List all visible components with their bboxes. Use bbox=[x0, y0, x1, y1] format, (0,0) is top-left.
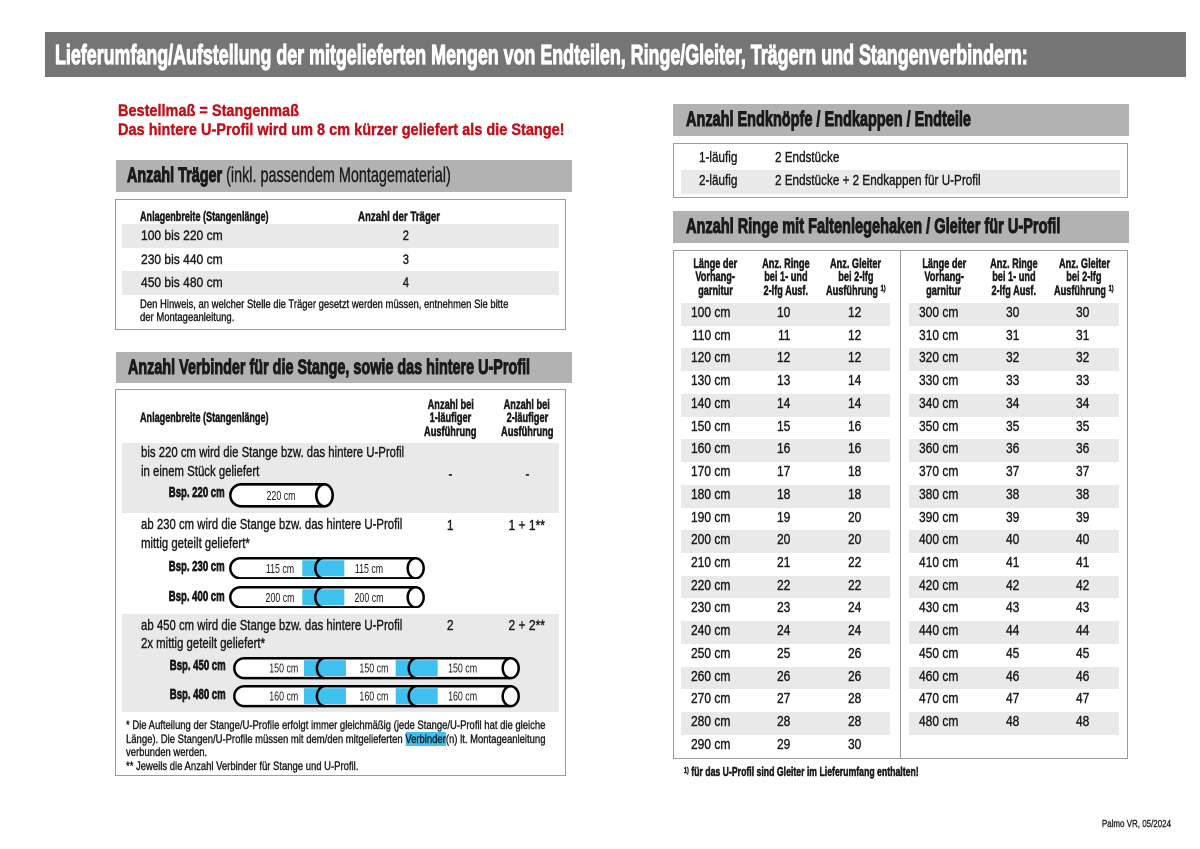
svg-text:200 cm: 200 cm bbox=[355, 591, 384, 605]
svg-text:160 cm: 160 cm bbox=[269, 690, 298, 704]
svg-text:115 cm: 115 cm bbox=[355, 562, 383, 576]
svg-text:150 cm: 150 cm bbox=[359, 663, 388, 677]
svg-text:200 cm: 200 cm bbox=[266, 591, 295, 605]
svg-text:220 cm: 220 cm bbox=[267, 489, 296, 503]
svg-text:115 cm: 115 cm bbox=[266, 562, 294, 576]
svg-text:150 cm: 150 cm bbox=[269, 663, 298, 677]
svg-text:160 cm: 160 cm bbox=[359, 690, 388, 704]
svg-text:160 cm: 160 cm bbox=[448, 690, 477, 704]
svg-text:150 cm: 150 cm bbox=[448, 663, 477, 677]
